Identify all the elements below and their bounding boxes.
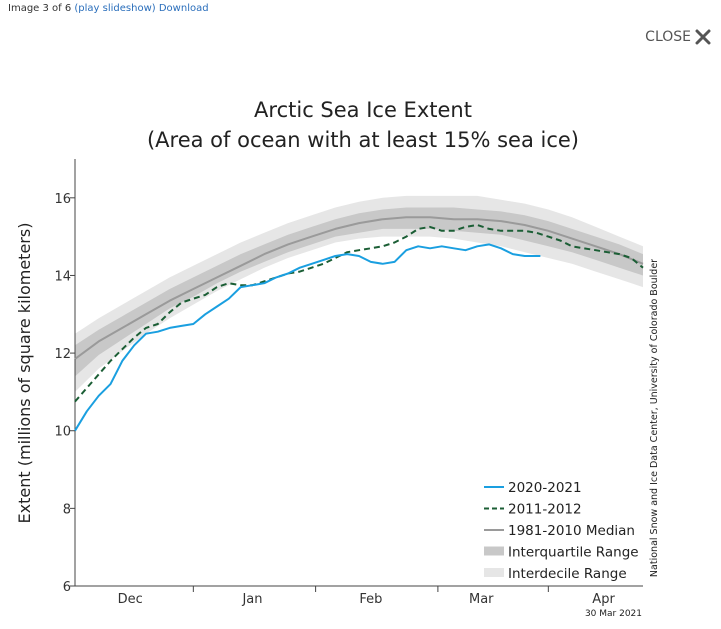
legend-label-idr: Interdecile Range — [508, 566, 627, 582]
y-axis-label: Extent (millions of square kilometers) — [15, 223, 34, 524]
chart-legend: 2020-2021 2011-2012 1981-2010 Median Interq… — [484, 480, 639, 582]
y-tick-label: 12 — [54, 347, 71, 362]
legend-swatch-iqr — [484, 546, 504, 556]
download-link[interactable]: Download — [158, 3, 209, 14]
close-label: CLOSE — [645, 29, 691, 45]
x-tick-label: Feb — [359, 592, 382, 607]
y-tick-label: 8 — [63, 502, 71, 517]
credit-text: National Snow and Ice Data Center, Unive… — [649, 259, 660, 577]
x-tick-label: Dec — [118, 592, 143, 607]
legend-label-iqr: Interquartile Range — [508, 545, 639, 561]
slideshow-toolbar: Image 3 of 6 (play slideshow) Download — [8, 3, 209, 14]
play-slideshow-link[interactable]: (play slideshow) — [74, 3, 156, 14]
chart-subtitle: (Area of ocean with at least 15% sea ice… — [147, 128, 579, 152]
legend-swatch-idr — [484, 568, 504, 577]
close-x-icon — [695, 29, 711, 45]
plot-area: 6 8 10 12 14 16 Dec Jan Feb Mar Apr — [54, 159, 644, 607]
legend-label-s2020: 2020-2021 — [508, 480, 582, 496]
date-stamp: 30 Mar 2021 — [585, 609, 642, 619]
chart-title: Arctic Sea Ice Extent — [254, 98, 472, 122]
s2011-series-line — [74, 224, 644, 403]
y-tick-label: 16 — [54, 192, 71, 207]
x-tick-label: Apr — [592, 592, 615, 607]
y-tick-label: 6 — [63, 580, 71, 595]
close-button[interactable]: CLOSE — [645, 26, 711, 48]
median-series-line — [74, 216, 644, 360]
legend-label-median: 1981-2010 Median — [508, 523, 635, 539]
idr-band — [75, 195, 643, 392]
y-tick-label: 10 — [54, 425, 71, 440]
x-tick-label: Jan — [241, 592, 262, 607]
y-tick-label: 14 — [54, 269, 71, 284]
legend-label-s2011: 2011-2012 — [508, 502, 582, 518]
s2020-series-line — [74, 243, 541, 432]
image-counter: Image 3 of 6 — [8, 3, 72, 14]
x-tick-label: Mar — [469, 592, 494, 607]
